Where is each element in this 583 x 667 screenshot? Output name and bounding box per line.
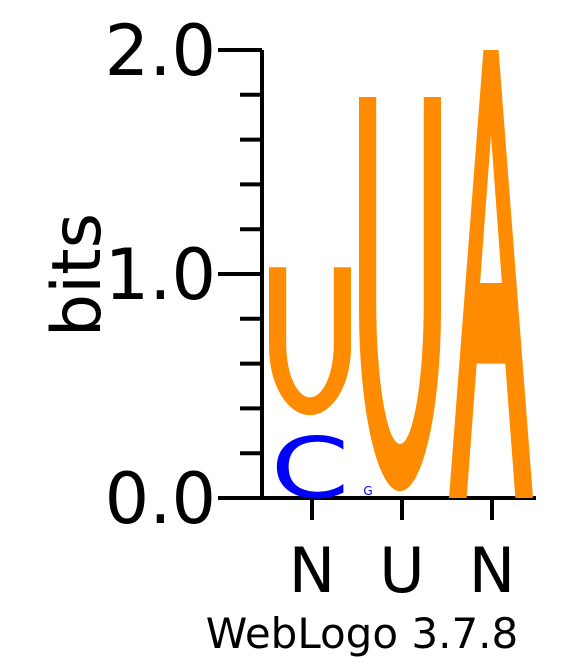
y-tick-label: 0.0 (105, 458, 216, 540)
y-tick-label: 1.0 (105, 234, 216, 316)
y-axis-title: bits (38, 213, 117, 337)
logo-letter-u (269, 267, 351, 416)
position-label: N (469, 534, 515, 607)
logo-letter-g: G (363, 484, 372, 498)
y-tick-label: 2.0 (105, 10, 216, 92)
position-label: N (289, 534, 335, 607)
y-axis: 0.0 1.0 2.0 (105, 10, 536, 540)
logo-letter-u (359, 97, 441, 492)
position-label: U (379, 534, 424, 607)
logo-letter-a (449, 50, 533, 498)
weblogo-version-footer: WebLogo 3.7.8 (206, 609, 519, 658)
